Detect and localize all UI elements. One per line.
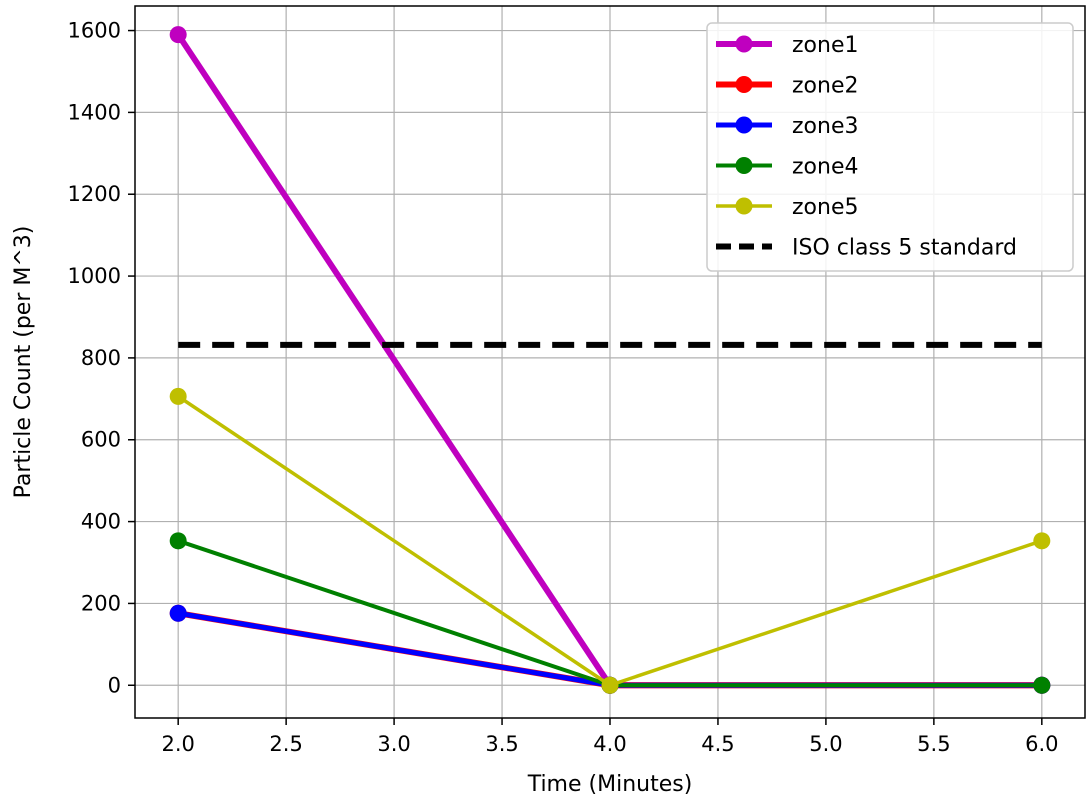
legend-label: zone5 bbox=[792, 195, 858, 220]
legend-marker bbox=[735, 157, 753, 174]
y-axis-label: Particle Count (per M^3) bbox=[11, 226, 36, 499]
data-point bbox=[1033, 532, 1051, 550]
y-tick-label: 800 bbox=[81, 346, 121, 370]
y-axis: 0 200 400 600 800 1000 1200 1400 1600 bbox=[68, 19, 135, 697]
x-tick-label: 2.5 bbox=[269, 732, 302, 756]
y-tick-label: 0 bbox=[108, 673, 121, 697]
legend-label: ISO class 5 standard bbox=[792, 236, 1017, 261]
y-tick-label: 600 bbox=[81, 428, 121, 452]
legend-item: zone5 bbox=[716, 195, 858, 220]
x-tick-label: 3.0 bbox=[377, 732, 410, 756]
data-point bbox=[169, 26, 187, 44]
y-tick-label: 200 bbox=[81, 591, 121, 615]
legend-box bbox=[706, 22, 1074, 272]
x-tick-label: 3.5 bbox=[485, 732, 518, 756]
legend-marker bbox=[735, 76, 753, 93]
legend-label: zone3 bbox=[792, 114, 858, 139]
data-point bbox=[169, 532, 187, 550]
y-tick-label: 1600 bbox=[68, 19, 121, 43]
y-tick-label: 1400 bbox=[68, 100, 121, 124]
x-tick-label: 4.0 bbox=[593, 732, 626, 756]
legend-item: zone2 bbox=[716, 74, 858, 99]
legend-label: zone2 bbox=[792, 74, 858, 99]
y-tick-label: 1000 bbox=[68, 264, 121, 288]
x-axis: 2.0 2.5 3.0 3.5 4.0 4.5 5.0 5.5 6.0 bbox=[161, 718, 1059, 756]
series-layer bbox=[169, 26, 1051, 694]
x-tick-label: 5.5 bbox=[917, 732, 950, 756]
legend: zone1 zone2 zone3 zone4 zone5 ISO class 5 sta… bbox=[706, 22, 1074, 272]
x-tick-label: 6.0 bbox=[1025, 732, 1058, 756]
x-tick-label: 5.0 bbox=[809, 732, 842, 756]
legend-item: zone1 bbox=[716, 33, 858, 58]
x-axis-label: Time (Minutes) bbox=[527, 772, 693, 797]
data-point bbox=[1033, 676, 1051, 694]
legend-marker bbox=[735, 35, 753, 53]
legend-item: zone4 bbox=[716, 155, 858, 180]
legend-label: zone1 bbox=[792, 33, 858, 58]
y-tick-label: 400 bbox=[81, 510, 121, 534]
x-tick-label: 2.0 bbox=[161, 732, 194, 756]
y-tick-label: 1200 bbox=[68, 182, 121, 206]
series-zone5 bbox=[169, 387, 1051, 694]
legend-label: zone4 bbox=[792, 155, 858, 180]
data-point bbox=[601, 676, 619, 694]
legend-item: zone3 bbox=[716, 114, 858, 139]
data-point bbox=[169, 387, 187, 405]
x-tick-label: 4.5 bbox=[701, 732, 734, 756]
legend-item: ISO class 5 standard bbox=[716, 236, 1017, 261]
legend-marker bbox=[735, 116, 753, 134]
legend-marker bbox=[735, 197, 753, 215]
data-point bbox=[169, 604, 187, 622]
